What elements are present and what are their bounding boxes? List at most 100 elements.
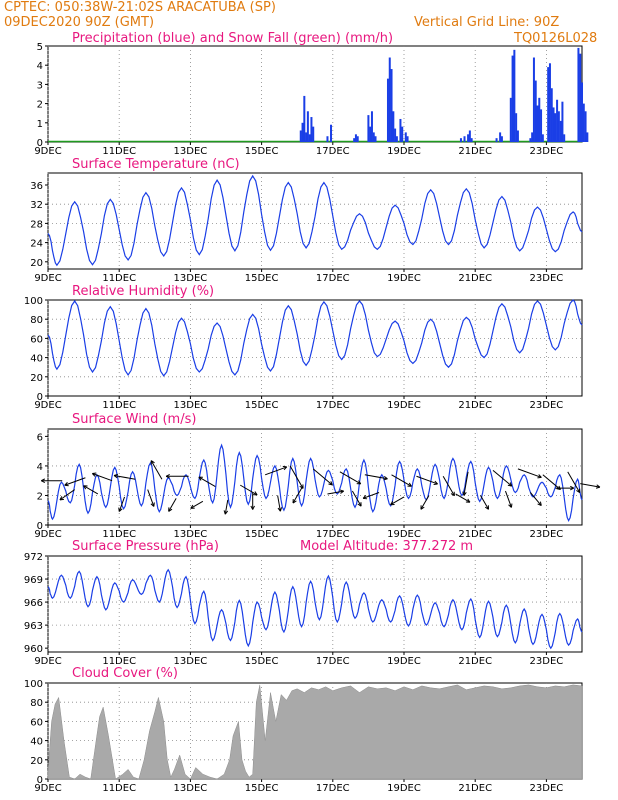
wind-arrowhead (292, 499, 297, 504)
wind-vector (339, 471, 361, 485)
wind-arrowhead (198, 476, 203, 481)
x-tick-label: 17DEC (316, 273, 350, 284)
wind-arrowhead (253, 491, 258, 496)
precip-bar (386, 78, 389, 142)
cloud-area (47, 684, 583, 780)
x-tick-label: 19DEC (387, 783, 421, 794)
wind-arrowhead (383, 475, 388, 481)
wind-arrowhead (223, 510, 229, 515)
wind-vector (480, 495, 489, 510)
precip-bar (516, 130, 519, 142)
precip-bar (370, 111, 373, 142)
wind-vector (64, 477, 86, 486)
precip-bar (372, 132, 375, 142)
y-tick-label: 4 (37, 61, 43, 72)
x-tick-label: 19DEC (387, 656, 421, 667)
x-tick-label: 19DEC (387, 273, 421, 284)
precip-bar (356, 136, 359, 142)
station-header: CPTEC: 050:38W-21:02S ARACATUBA (SP) (4, 0, 276, 15)
plot-frame (47, 45, 583, 143)
x-tick-label: 17DEC (316, 400, 350, 411)
precip-bar (552, 107, 555, 142)
y-tick-label: 100 (24, 679, 43, 690)
wind-vector (362, 492, 380, 499)
wind-arrowhead (484, 505, 490, 510)
y-tick-label: 20 (30, 373, 43, 384)
series-line (47, 299, 583, 377)
wind-arrowhead (576, 488, 581, 494)
wind-arrowhead (328, 481, 333, 486)
wind-vector (224, 499, 229, 515)
wind-vector (277, 495, 281, 512)
y-tick-label: 0 (37, 138, 43, 149)
y-tick-label: 4 (37, 462, 43, 473)
wind-vector (198, 476, 216, 488)
x-tick-label: 23DEC (530, 656, 564, 667)
y-tick-label: 24 (30, 239, 43, 250)
wind-arrowhead (433, 480, 438, 485)
wind-arrowhead (299, 484, 304, 489)
wind-vector (83, 485, 99, 495)
precip-bar (395, 136, 398, 142)
y-tick-label: 60 (30, 717, 43, 728)
wind-arrowhead (250, 505, 255, 510)
x-tick-label: 11DEC (102, 400, 136, 411)
panel-title: Surface Wind (m/s) (72, 412, 196, 427)
wind-vector (364, 474, 388, 480)
wind-vector (455, 493, 471, 503)
wind-vector (59, 489, 75, 501)
wind-arrowhead (570, 485, 575, 491)
precip-bar (579, 53, 582, 142)
wind-vector (390, 496, 405, 506)
precip-bar (369, 126, 372, 142)
wind-vector (327, 490, 344, 495)
precip-bar (459, 138, 462, 142)
wind-arrowhead (190, 504, 195, 509)
precip-bar (582, 103, 585, 142)
y-tick-label: 28 (30, 219, 43, 230)
x-tick-label: 9DEC (34, 146, 61, 157)
series-line (47, 174, 583, 267)
wind-vector (463, 471, 469, 496)
precip-bar (586, 132, 589, 142)
wind-arrowhead (83, 485, 88, 490)
panel-4: 9DEC 11DEC 13DEC 15DEC 17DEC 19DEC 21DEC 23DEC 0… (34, 412, 601, 540)
precip-bar (561, 101, 564, 142)
precip-bar (559, 120, 562, 142)
y-tick-label: 0 (37, 775, 43, 786)
precip-bar (531, 132, 534, 142)
precip-bar (388, 57, 391, 142)
x-tick-label: 13DEC (174, 783, 208, 794)
precip-bar (556, 99, 559, 142)
wind-vector (92, 473, 113, 482)
x-tick-label: 15DEC (245, 783, 279, 794)
y-tick-label: 36 (30, 181, 43, 192)
wind-vector (492, 469, 513, 487)
wind-arrowhead (507, 482, 513, 487)
x-tick-label: 23DEC (530, 273, 564, 284)
precip-bar (536, 105, 539, 142)
panel-2: 9DEC 11DEC 13DEC 15DEC 17DEC 19DEC 21DEC 23DEC 2… (30, 157, 583, 284)
x-tick-label: 23DEC (530, 783, 564, 794)
wind-arrowhead (165, 474, 170, 479)
wind-arrowhead (462, 491, 467, 496)
precip-bar (353, 138, 356, 142)
wind-vector (567, 471, 581, 493)
precip-bar (529, 138, 532, 142)
wind-vector (289, 465, 304, 489)
wind-vector (517, 468, 542, 478)
y-tick-label: 5 (37, 42, 43, 53)
x-tick-label: 13DEC (174, 529, 208, 540)
wind-vector (150, 460, 163, 480)
wind-arrowhead (282, 465, 288, 471)
x-tick-label: 23DEC (530, 400, 564, 411)
precip-bar (499, 132, 502, 142)
wind-arrowhead (450, 491, 455, 497)
wind-arrowhead (362, 495, 368, 500)
precip-bar (495, 138, 498, 142)
wind-vector (239, 484, 258, 496)
precip-bar (547, 67, 550, 142)
wind-vector (292, 486, 303, 504)
precip-bar (548, 63, 551, 142)
x-tick-label: 9DEC (34, 529, 61, 540)
